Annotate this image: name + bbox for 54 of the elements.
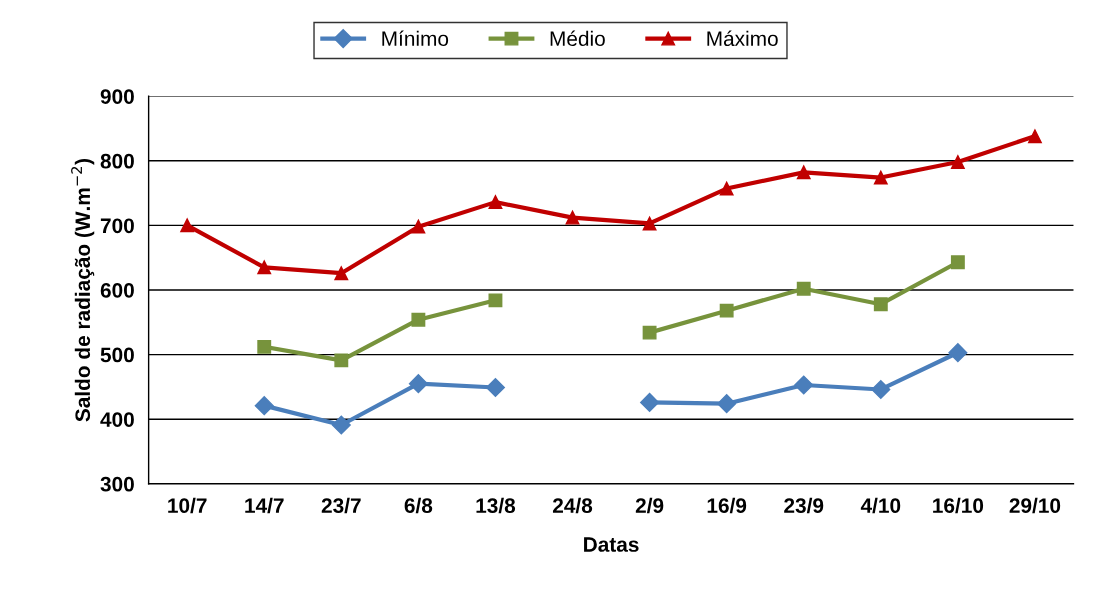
x-axis-title: Datas [584, 537, 639, 552]
point [180, 218, 195, 233]
x-tick-label: 13/8 [476, 497, 516, 514]
point [717, 394, 737, 414]
x-tick-label: 23/7 [321, 497, 361, 514]
point [950, 155, 965, 170]
point [640, 392, 660, 412]
legend-label: Médio [550, 30, 605, 47]
y-tick-label: 400 [100, 412, 134, 427]
point [719, 181, 734, 196]
point [794, 375, 814, 395]
point [257, 260, 272, 275]
point [408, 374, 428, 394]
x-tick-label: 10/7 [168, 497, 207, 514]
point [334, 266, 349, 281]
point [948, 343, 968, 363]
point [411, 219, 426, 234]
point [871, 379, 891, 400]
x-tick-label: 23/9 [784, 497, 824, 514]
point [254, 396, 274, 416]
point [642, 325, 657, 340]
y-tick-label: 800 [100, 153, 134, 169]
y-tick-label: 600 [100, 282, 134, 298]
point [796, 165, 811, 180]
x-tick-label: 2/9 [635, 497, 664, 514]
point [488, 293, 503, 308]
x-tick-label: 4/10 [860, 497, 901, 514]
point [1027, 129, 1042, 144]
legend-label: Máximo [707, 30, 778, 47]
y-tick-label: 300 [100, 476, 134, 492]
point [257, 339, 272, 354]
y-tick-label: 500 [100, 347, 134, 363]
y-axis-title: Saldo de radiação (W.m$^{−2}$) [71, 159, 95, 422]
x-tick-label: 14/7 [245, 497, 284, 514]
x-tick-label: 29/10 [1009, 497, 1061, 514]
y-tick-label: 900 [100, 89, 134, 104]
point [642, 216, 657, 231]
point [331, 415, 351, 435]
x-tick-label: 16/9 [707, 497, 747, 514]
point [873, 297, 888, 312]
x-tick-label: 6/8 [404, 497, 433, 514]
x-tick-label: 16/10 [933, 497, 984, 514]
point [796, 281, 811, 296]
x-tick-label: 24/8 [552, 497, 593, 514]
point [873, 170, 888, 185]
legend-label: Mínimo [382, 30, 449, 47]
point [488, 195, 503, 210]
point [950, 255, 965, 270]
point [485, 378, 505, 398]
point [565, 210, 580, 225]
point [334, 353, 349, 368]
point [719, 303, 734, 318]
y-tick-label: 700 [100, 218, 134, 234]
point [411, 312, 426, 327]
